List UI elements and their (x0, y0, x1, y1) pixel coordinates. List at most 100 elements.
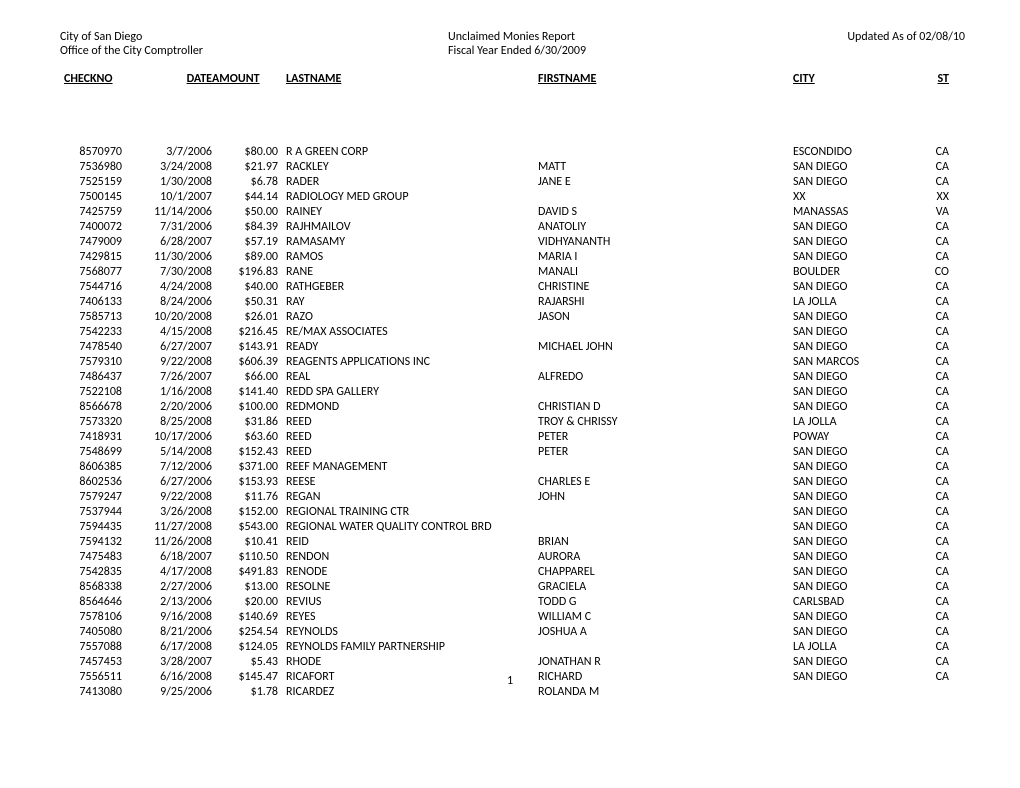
cell-date: 6/28/2007 (122, 235, 212, 250)
cell-date: 5/14/2008 (122, 445, 212, 460)
table-row: 75733208/25/2008$31.86REEDTROY & CHRISSY… (60, 415, 965, 430)
cell-firstname: ALFREDO (538, 370, 793, 385)
cell-firstname: DAVID S (538, 205, 793, 220)
cell-amount: $216.45 (212, 325, 282, 340)
cell-firstname (538, 190, 793, 205)
table-row: 75221081/16/2008$141.40REDD SPA GALLERYS… (60, 385, 965, 400)
cell-lastname: RESOLNE (282, 580, 538, 595)
cell-lastname: RHODE (282, 655, 538, 670)
cell-amount: $110.50 (212, 550, 282, 565)
cell-checkno: 7537944 (60, 505, 122, 520)
cell-checkno: 7500145 (60, 190, 122, 205)
cell-city: SAN DIEGO (793, 400, 923, 415)
cell-lastname: RENDON (282, 550, 538, 565)
cell-checkno: 7429815 (60, 250, 122, 265)
cell-date: 2/27/2006 (122, 580, 212, 595)
cell-st: CA (923, 370, 949, 385)
cell-firstname: CHAPPAREL (538, 565, 793, 580)
cell-firstname: CHARLES E (538, 475, 793, 490)
table-row: 758571310/20/2008$26.01RAZOJASONSAN DIEG… (60, 310, 965, 325)
cell-firstname: CHRISTINE (538, 280, 793, 295)
cell-firstname: JANE E (538, 175, 793, 190)
cell-amount: $20.00 (212, 595, 282, 610)
report-title: Unclaimed Monies Report (448, 30, 708, 44)
cell-date: 11/14/2006 (122, 205, 212, 220)
cell-firstname: MATT (538, 160, 793, 175)
cell-lastname: REED (282, 415, 538, 430)
cell-st: CA (923, 580, 949, 595)
cell-checkno: 7548699 (60, 445, 122, 460)
table-row: 74785406/27/2007$143.91READYMICHAEL JOHN… (60, 340, 965, 355)
table-row: 75428354/17/2008$491.83RENODECHAPPARELSA… (60, 565, 965, 580)
cell-lastname: REEF MANAGEMENT (282, 460, 538, 475)
cell-city: SAN MARCOS (793, 355, 923, 370)
cell-city: SAN DIEGO (793, 370, 923, 385)
cell-city: LA JOLLA (793, 640, 923, 655)
cell-city: SAN DIEGO (793, 160, 923, 175)
cell-city: SAN DIEGO (793, 385, 923, 400)
cell-lastname: REYNOLDS FAMILY PARTNERSHIP (282, 640, 538, 655)
page-number: 1 (0, 674, 1020, 688)
table-row: 74864377/26/2007$66.00REALALFREDOSAN DIE… (60, 370, 965, 385)
cell-firstname: VIDHYANANTH (538, 235, 793, 250)
cell-amount: $44.14 (212, 190, 282, 205)
cell-amount: $26.01 (212, 310, 282, 325)
cell-amount: $57.19 (212, 235, 282, 250)
cell-amount: $80.00 (212, 145, 282, 160)
cell-checkno: 8564646 (60, 595, 122, 610)
cell-lastname: RAJHMAILOV (282, 220, 538, 235)
cell-city: SAN DIEGO (793, 235, 923, 250)
cell-st: CA (923, 385, 949, 400)
cell-city: POWAY (793, 430, 923, 445)
cell-firstname: MICHAEL JOHN (538, 340, 793, 355)
table-row: 759413211/26/2008$10.41REIDBRIANSAN DIEG… (60, 535, 965, 550)
cell-date: 11/30/2006 (122, 250, 212, 265)
cell-st: CA (923, 550, 949, 565)
cell-city: SAN DIEGO (793, 325, 923, 340)
cell-date: 6/27/2006 (122, 475, 212, 490)
cell-amount: $66.00 (212, 370, 282, 385)
cell-checkno: 7557088 (60, 640, 122, 655)
cell-date: 4/15/2008 (122, 325, 212, 340)
cell-st: CA (923, 445, 949, 460)
cell-date: 10/17/2006 (122, 430, 212, 445)
table-row: 75379443/26/2008$152.00REGIONAL TRAINING… (60, 505, 965, 520)
cell-st: CA (923, 340, 949, 355)
cell-checkno: 7418931 (60, 430, 122, 445)
office-name: Office of the City Comptroller (60, 44, 448, 58)
table-row: 85683382/27/2006$13.00RESOLNEGRACIELASAN… (60, 580, 965, 595)
table-body: 85709703/7/2006$80.00R A GREEN CORPESCON… (60, 145, 965, 700)
cell-amount: $143.91 (212, 340, 282, 355)
cell-city: ESCONDIDO (793, 145, 923, 160)
cell-firstname: CHRISTIAN D (538, 400, 793, 415)
cell-date: 3/28/2007 (122, 655, 212, 670)
cell-checkno: 8566678 (60, 400, 122, 415)
cell-lastname: REID (282, 535, 538, 550)
cell-checkno: 7594132 (60, 535, 122, 550)
cell-firstname: WILLIAM C (538, 610, 793, 625)
col-st: ST (923, 72, 949, 87)
cell-city: XX (793, 190, 923, 205)
cell-date: 2/13/2006 (122, 595, 212, 610)
cell-firstname (538, 460, 793, 475)
cell-firstname: RAJARSHI (538, 295, 793, 310)
cell-amount: $13.00 (212, 580, 282, 595)
cell-st: CA (923, 625, 949, 640)
cell-lastname: REAL (282, 370, 538, 385)
cell-firstname: PETER (538, 430, 793, 445)
cell-st: CA (923, 595, 949, 610)
table-row: 85709703/7/2006$80.00R A GREEN CORPESCON… (60, 145, 965, 160)
cell-checkno: 7475483 (60, 550, 122, 565)
cell-city: SAN DIEGO (793, 655, 923, 670)
cell-amount: $6.78 (212, 175, 282, 190)
cell-checkno: 7542233 (60, 325, 122, 340)
cell-city: SAN DIEGO (793, 490, 923, 505)
cell-date: 2/20/2006 (122, 400, 212, 415)
cell-date: 8/24/2006 (122, 295, 212, 310)
col-checkno: CHECKNO (60, 72, 122, 87)
cell-amount: $140.69 (212, 610, 282, 625)
col-date: DATE (122, 72, 212, 87)
cell-amount: $141.40 (212, 385, 282, 400)
cell-st: CA (923, 460, 949, 475)
cell-firstname (538, 355, 793, 370)
